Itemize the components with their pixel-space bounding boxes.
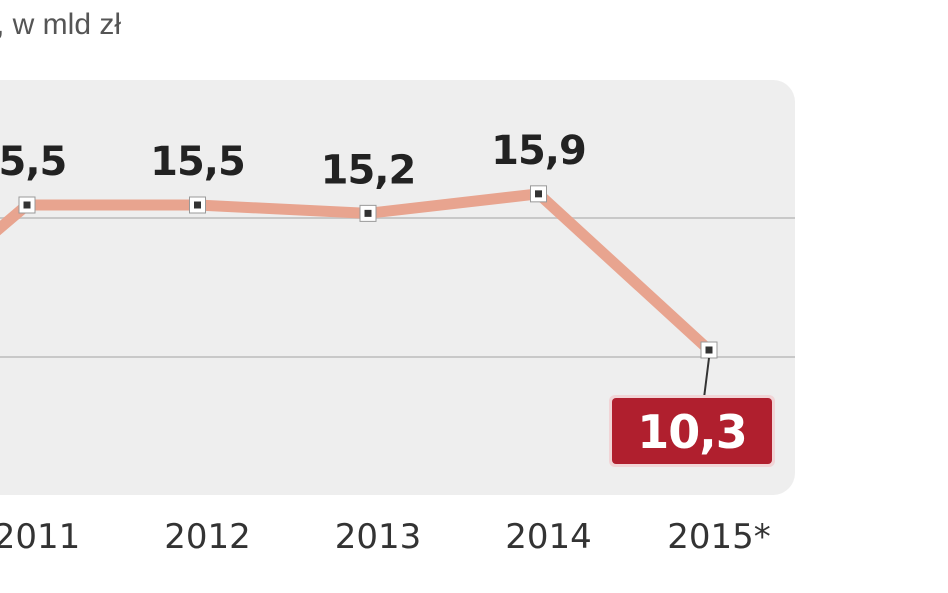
- x-tick-2013: 2013: [335, 517, 422, 557]
- x-tick-2015*: 2015*: [667, 517, 771, 557]
- value-label-2015*: 10,3: [637, 405, 747, 459]
- data-markers: [18, 185, 718, 359]
- value-label-2011: 15,5: [0, 139, 66, 185]
- value-label-2012: 15,5: [150, 139, 245, 185]
- highlight-leader-line: [703, 357, 710, 399]
- marker-dot-2011: [23, 201, 31, 209]
- plot-area: [0, 80, 795, 495]
- x-axis-ticks: 2011 2012 2013 2014 2015*: [0, 517, 771, 557]
- value-label-2014: 15,9: [491, 128, 586, 174]
- highlight-label-box: [612, 398, 772, 464]
- marker-dot-2015*: [705, 346, 713, 354]
- marker-dot-2014: [535, 190, 542, 198]
- x-tick-2014: 2014: [505, 517, 592, 557]
- x-tick-2011: 2011: [0, 517, 80, 557]
- chart-subtitle: , w mld zł: [0, 8, 121, 41]
- gridlines: [0, 217, 795, 358]
- marker-dot-2012: [194, 201, 201, 209]
- marker-dot-2013: [364, 209, 372, 217]
- value-labels: 15,5 15,5 15,2 15,9 10,3: [0, 128, 775, 467]
- value-label-2013: 15,2: [321, 147, 416, 193]
- x-tick-2012: 2012: [164, 517, 251, 557]
